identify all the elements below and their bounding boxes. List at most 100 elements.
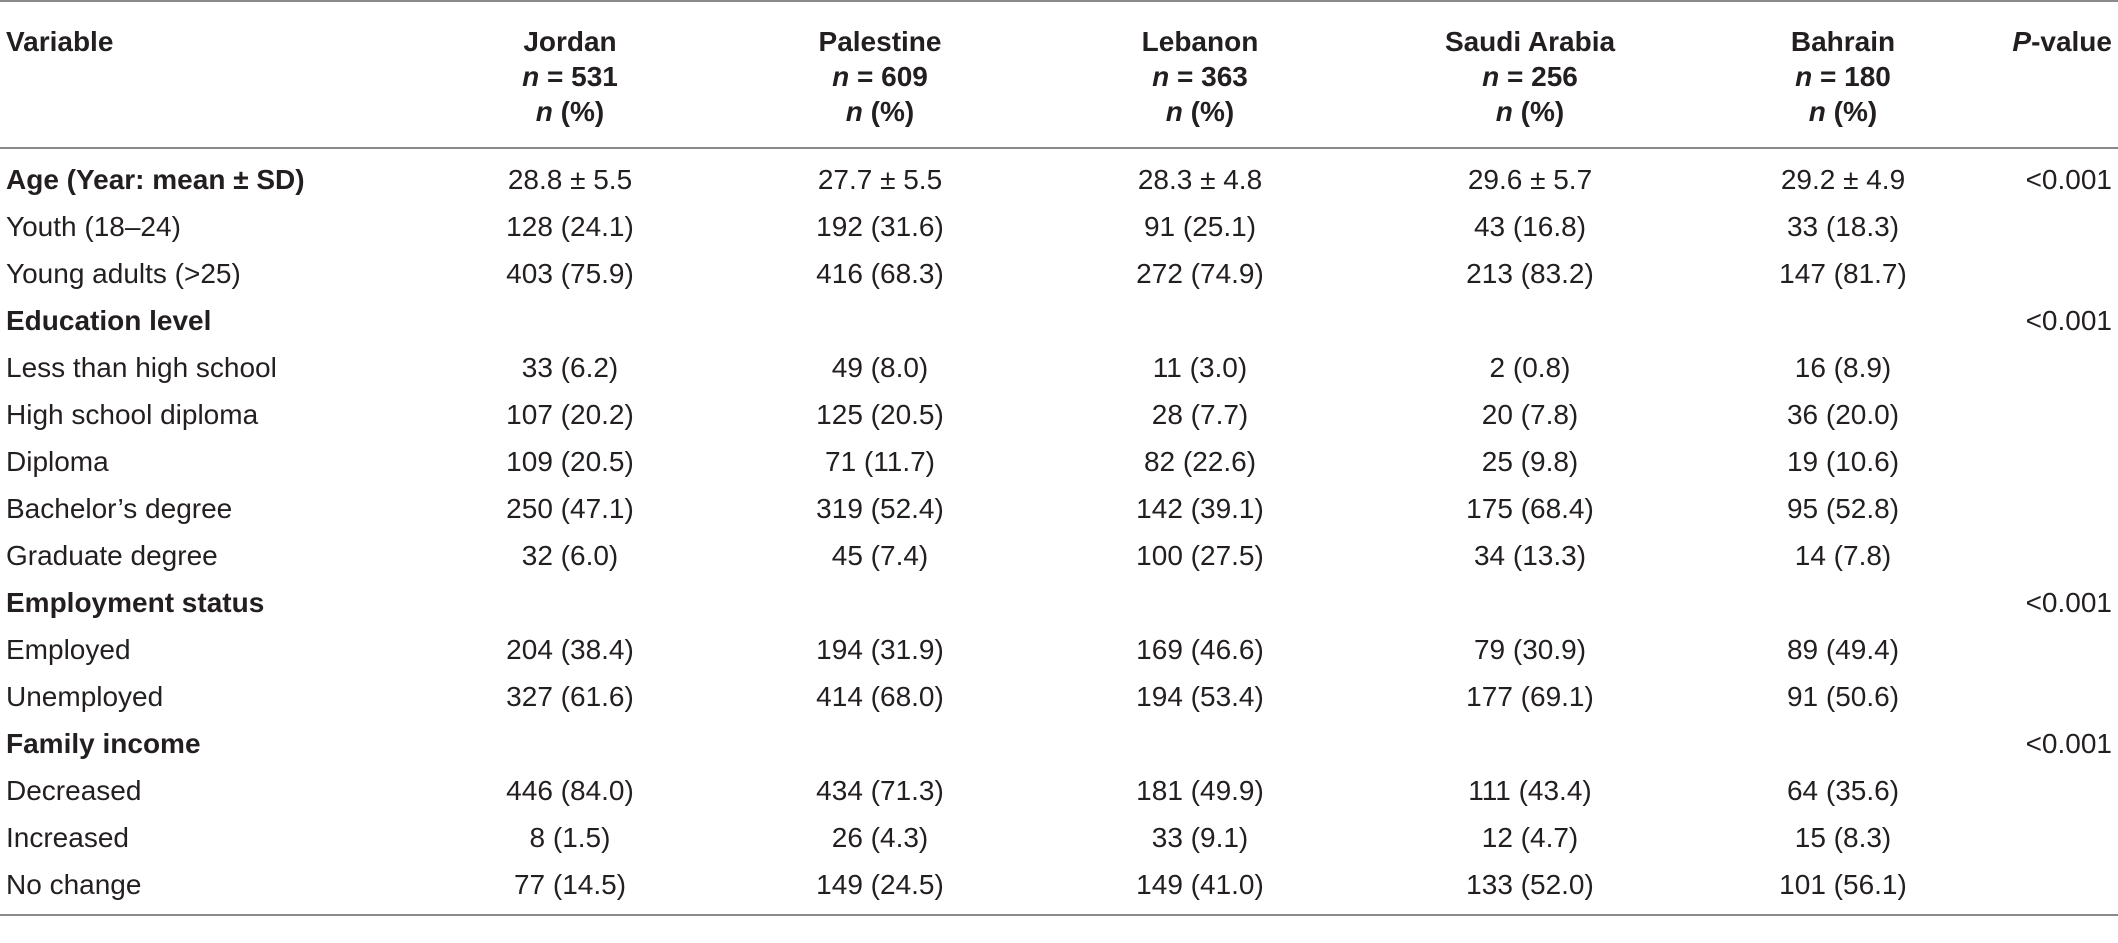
section-label: Education level	[6, 305, 212, 336]
header-variable: Variable	[0, 0, 420, 149]
cell-lebanon: 169 (46.6)	[1136, 634, 1264, 665]
cell-jordan	[420, 579, 720, 626]
cell-palestine: 416 (68.3)	[816, 258, 944, 289]
cell-p-value	[1986, 391, 2118, 438]
cell-lebanon: 33 (9.1)	[1151, 822, 1249, 853]
table-header: Variable Jordan n = 531 n (%) Palestine …	[0, 0, 2118, 149]
cell-jordan: 107 (20.2)	[506, 399, 634, 430]
header-n-symbol: n	[845, 96, 863, 127]
cell-bahrain: 64 (35.6)	[1786, 775, 1900, 806]
table-row: Employed 204 (38.4) 194 (31.9) 169 (46.6) 79…	[0, 626, 2118, 673]
cell-p-value	[1986, 626, 2118, 673]
header-n-symbol: n	[1152, 61, 1170, 92]
cell-palestine: 192 (31.6)	[816, 211, 944, 242]
header-p-value: P-value	[1986, 0, 2118, 149]
row-label: No change	[0, 861, 420, 916]
row-label: Less than high school	[6, 352, 277, 383]
cell-bahrain: 19 (10.6)	[1786, 446, 1900, 477]
section-label: Employment status	[6, 587, 265, 618]
header-country-name: Jordan	[523, 26, 617, 57]
cell-p-value	[1986, 250, 2118, 297]
cell-lebanon: 82 (22.6)	[1143, 446, 1257, 477]
header-country-name: Palestine	[818, 26, 942, 57]
cell-bahrain: 95 (52.8)	[1786, 493, 1900, 524]
cell-saudi-arabia: 20 (7.8)	[1481, 399, 1579, 430]
header-unit: n (%)	[1040, 94, 1360, 129]
cell-jordan: 327 (61.6)	[506, 681, 634, 712]
cell-p-value: <0.001	[2025, 305, 2112, 336]
table-row: Diploma 109 (20.5) 71 (11.7) 82 (22.6) 25 (9…	[0, 438, 2118, 485]
header-palestine: Palestine n = 609 n (%)	[720, 0, 1040, 149]
table-row: Education level <0.001	[0, 297, 2118, 344]
header-n-symbol: n	[522, 61, 540, 92]
cell-palestine: 49 (8.0)	[831, 352, 929, 383]
header-pct-suffix: (%)	[552, 96, 605, 127]
cell-lebanon: 149 (41.0)	[1040, 861, 1360, 916]
cell-saudi-arabia: 25 (9.8)	[1481, 446, 1579, 477]
header-n-value: = 609	[849, 61, 928, 92]
cell-bahrain: 36 (20.0)	[1786, 399, 1900, 430]
row-label: Graduate degree	[6, 540, 218, 571]
cell-bahrain	[1700, 297, 1986, 344]
cell-palestine: 414 (68.0)	[816, 681, 944, 712]
cell-lebanon: 181 (49.9)	[1136, 775, 1264, 806]
cell-jordan	[420, 720, 720, 767]
header-n-symbol: n	[832, 61, 850, 92]
header-pct-suffix: (%)	[1512, 96, 1565, 127]
cell-saudi-arabia: 177 (69.1)	[1466, 681, 1594, 712]
cell-bahrain: 29.2 ± 4.9	[1780, 164, 1906, 195]
demographics-table-container: Variable Jordan n = 531 n (%) Palestine …	[0, 0, 2118, 916]
header-sample-size: n = 609	[720, 59, 1040, 94]
table-row: Family income <0.001	[0, 720, 2118, 767]
demographics-table: Variable Jordan n = 531 n (%) Palestine …	[0, 0, 2118, 916]
cell-saudi-arabia: 43 (16.8)	[1473, 211, 1587, 242]
header-sample-size: n = 363	[1040, 59, 1360, 94]
row-label: Increased	[6, 822, 129, 853]
cell-bahrain: 16 (8.9)	[1794, 352, 1892, 383]
header-n-value: = 531	[539, 61, 618, 92]
cell-lebanon	[1040, 720, 1360, 767]
cell-saudi-arabia	[1360, 579, 1700, 626]
cell-lebanon: 142 (39.1)	[1136, 493, 1264, 524]
cell-jordan: 8 (1.5)	[529, 822, 611, 853]
cell-palestine	[720, 579, 1040, 626]
cell-bahrain: 33 (18.3)	[1786, 211, 1900, 242]
cell-lebanon: 28.3 ± 4.8	[1137, 164, 1263, 195]
header-n-symbol: n	[1482, 61, 1500, 92]
cell-p-value	[1986, 673, 2118, 720]
table-row: Less than high school 33 (6.2) 49 (8.0) 11 …	[0, 344, 2118, 391]
table-row: Bachelor’s degree 250 (47.1) 319 (52.4) 142…	[0, 485, 2118, 532]
cell-palestine: 27.7 ± 5.5	[817, 164, 943, 195]
cell-palestine: 194 (31.9)	[816, 634, 944, 665]
table-row: Unemployed 327 (61.6) 414 (68.0) 194 (53.4)…	[0, 673, 2118, 720]
cell-lebanon: 272 (74.9)	[1136, 258, 1264, 289]
cell-saudi-arabia	[1360, 297, 1700, 344]
cell-saudi-arabia: 79 (30.9)	[1473, 634, 1587, 665]
cell-lebanon: 100 (27.5)	[1136, 540, 1264, 571]
header-p-symbol: P	[2012, 26, 2032, 57]
cell-bahrain: 147 (81.7)	[1779, 258, 1907, 289]
header-n-symbol: n	[535, 96, 553, 127]
row-label: Youth (18–24)	[6, 211, 181, 242]
cell-bahrain: 15 (8.3)	[1794, 822, 1892, 853]
cell-saudi-arabia: 111 (43.4)	[1468, 775, 1592, 806]
cell-saudi-arabia: 175 (68.4)	[1466, 493, 1594, 524]
header-n-symbol: n	[1808, 96, 1826, 127]
cell-bahrain: 89 (49.4)	[1786, 634, 1900, 665]
cell-saudi-arabia: 213 (83.2)	[1466, 258, 1594, 289]
cell-p-value	[1986, 485, 2118, 532]
header-row: Variable Jordan n = 531 n (%) Palestine …	[0, 0, 2118, 149]
cell-saudi-arabia: 133 (52.0)	[1360, 861, 1700, 916]
cell-bahrain	[1700, 579, 1986, 626]
cell-bahrain: 14 (7.8)	[1794, 540, 1892, 571]
row-label: Diploma	[6, 446, 109, 477]
cell-jordan: 204 (38.4)	[506, 634, 634, 665]
row-label: Employed	[6, 634, 131, 665]
cell-p-value	[1986, 814, 2118, 861]
header-unit: n (%)	[1700, 94, 1986, 129]
header-n-value: = 256	[1499, 61, 1578, 92]
header-pct-suffix: (%)	[862, 96, 915, 127]
cell-p-value	[1986, 203, 2118, 250]
cell-jordan: 128 (24.1)	[506, 211, 634, 242]
row-label: Young adults (>25)	[6, 258, 241, 289]
